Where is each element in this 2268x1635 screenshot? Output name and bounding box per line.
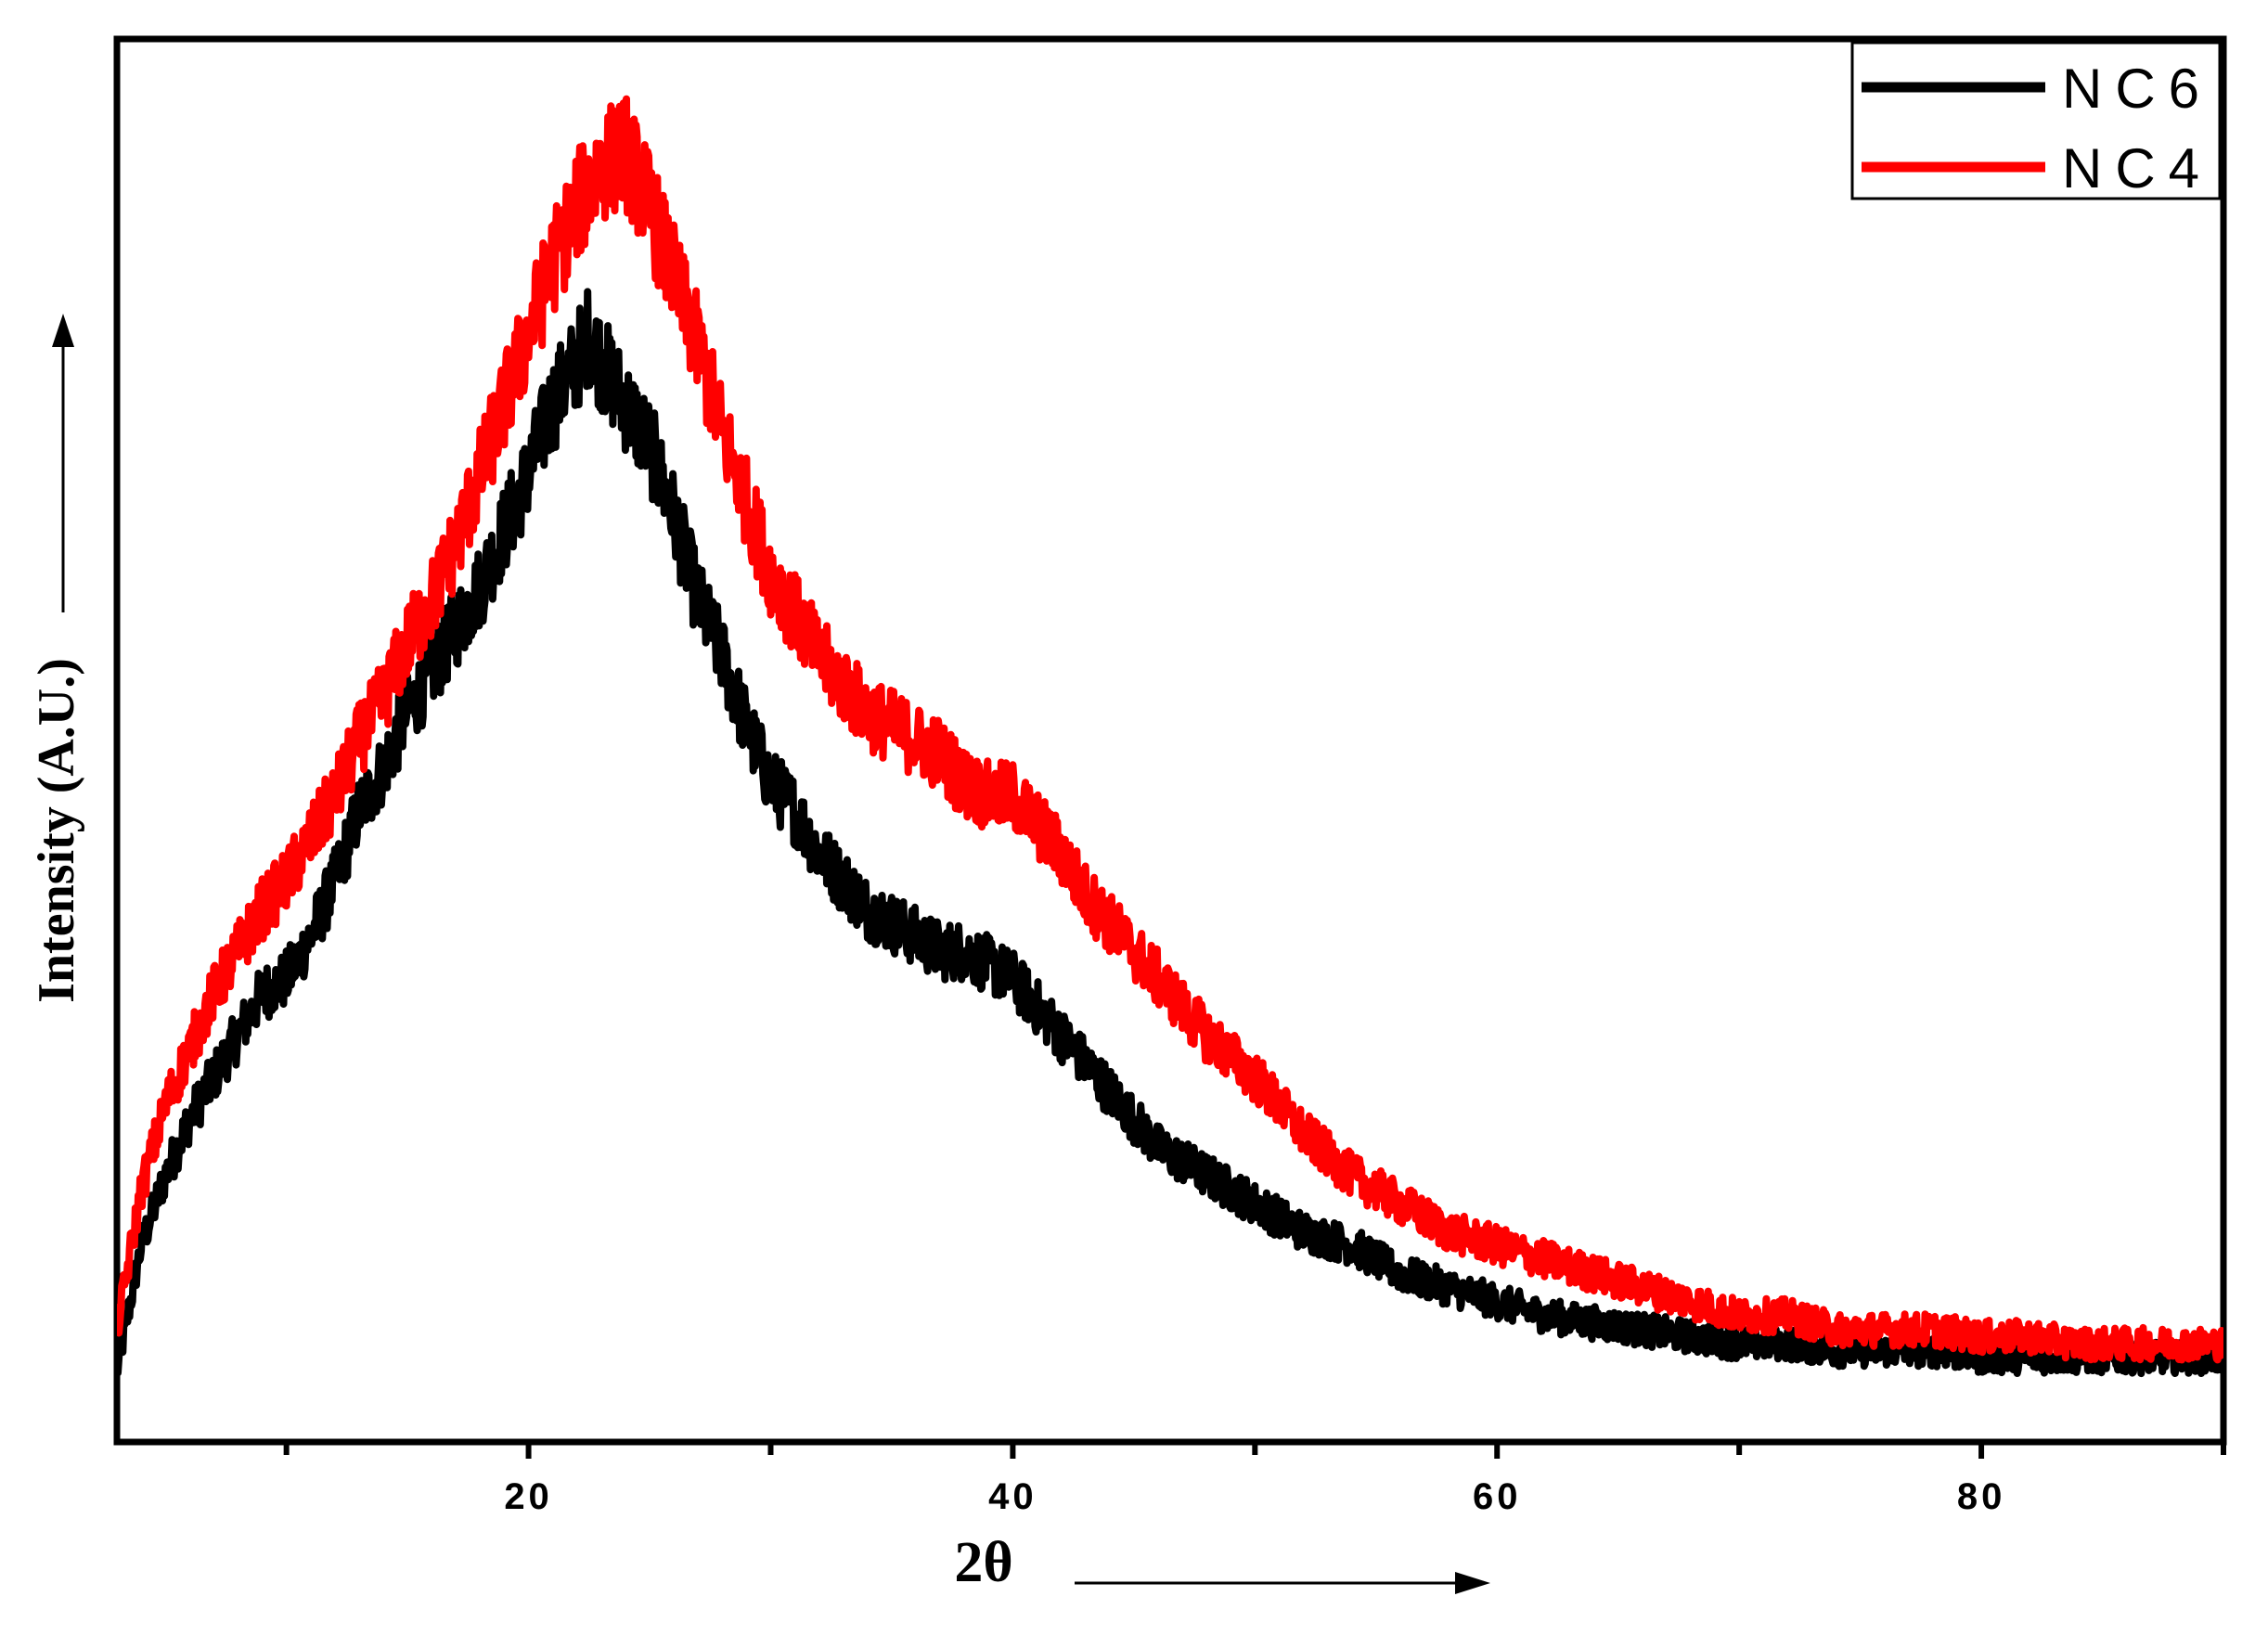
legend-label-nc6: NC6 [2062,58,2212,120]
x-axis-arrow [1075,1572,1490,1594]
series-layer [117,95,2223,1378]
x-tick-label: 20 [504,1476,553,1517]
y-axis-title: Intensity (A.U.) [28,658,85,1003]
series-line-nc4 [117,95,2223,1364]
x-axis-ticks: 20 40 60 80 [283,1442,2226,1517]
x-tick-label: 40 [988,1476,1037,1517]
legend-box [1850,41,2222,200]
x-tick-label: 80 [1957,1476,2006,1517]
x-tick-label: 60 [1473,1476,1522,1517]
x-axis-title: 2θ [954,1531,1012,1594]
legend-label-nc4: NC4 [2062,137,2212,200]
series-line-nc6 [117,288,2223,1378]
plot-frame [113,35,2227,1446]
legend: NC6 NC4 [1850,41,2222,200]
y-axis-arrow [52,314,74,612]
